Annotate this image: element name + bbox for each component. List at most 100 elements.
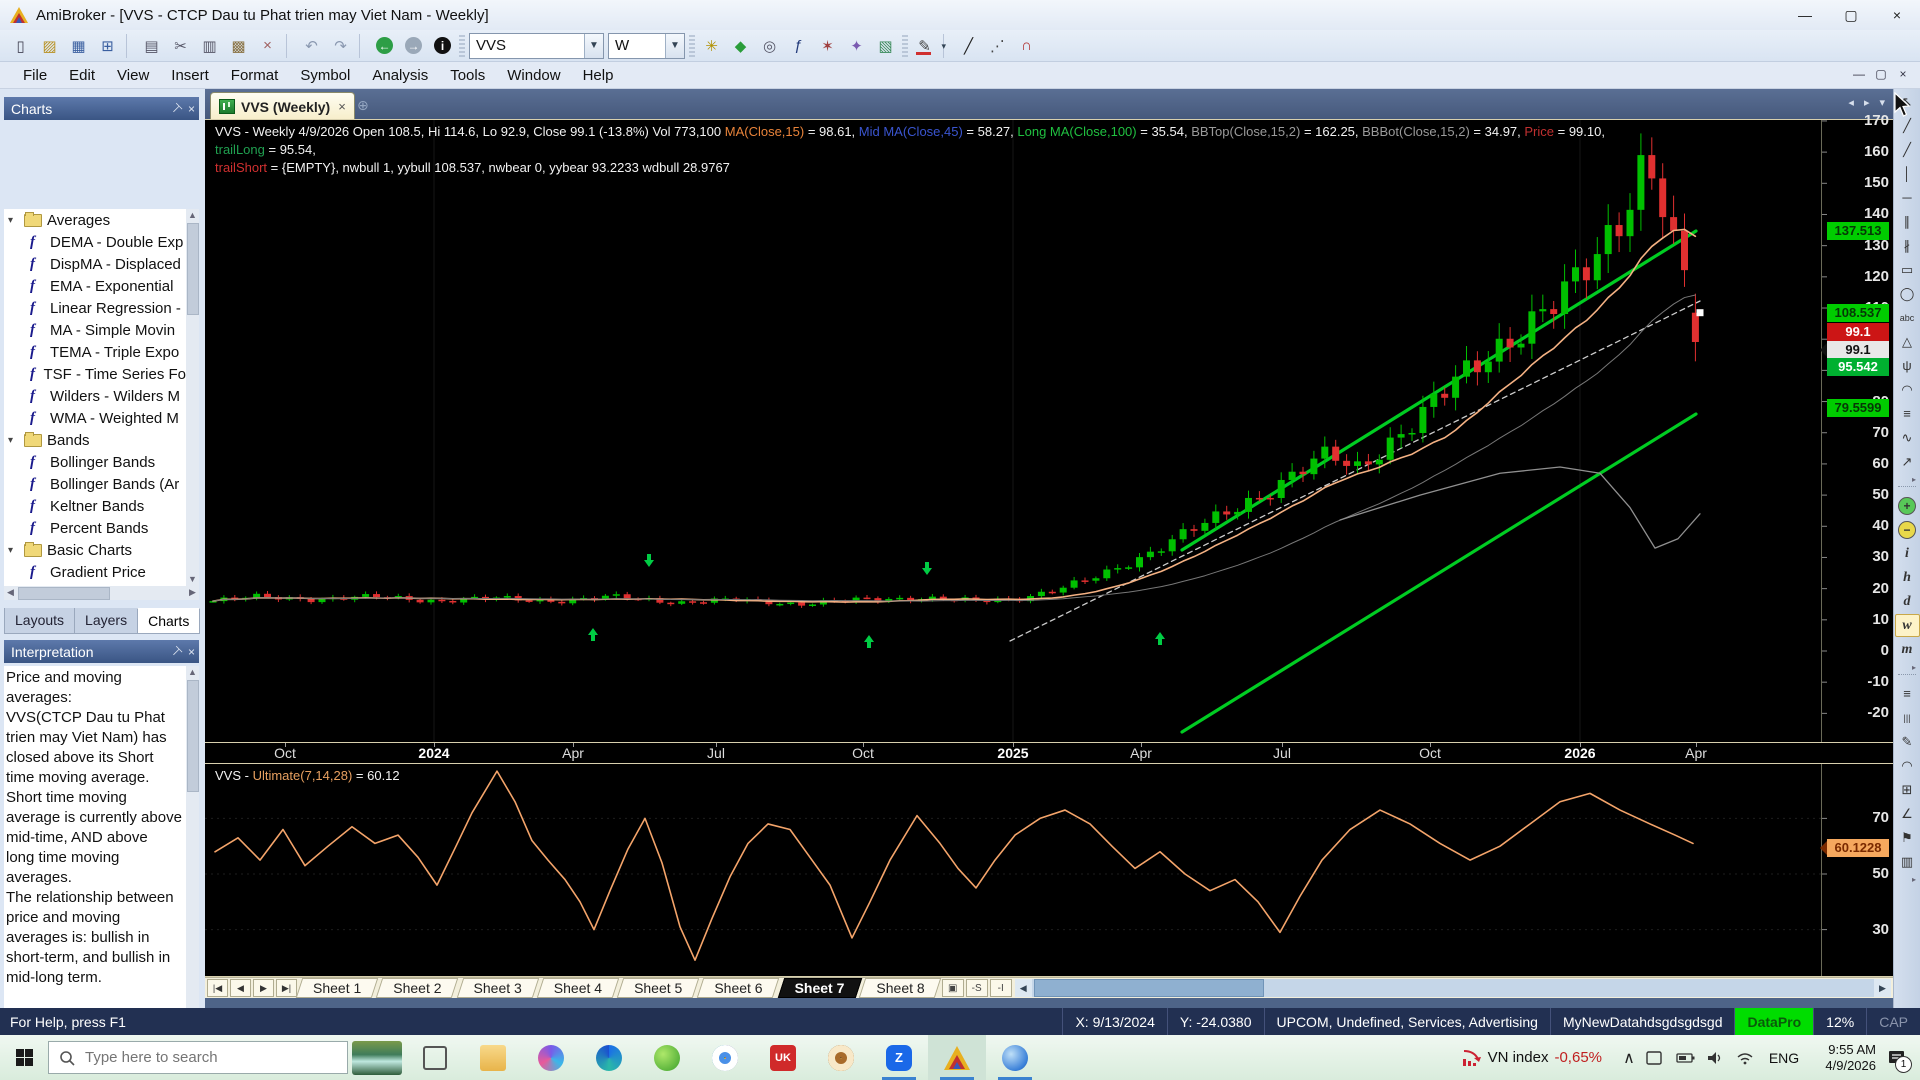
amibroker-icon[interactable] <box>928 1035 986 1080</box>
chevron-down-icon[interactable]: ▼ <box>584 33 603 58</box>
tab-menu-icon[interactable]: ▾ <box>1879 97 1885 109</box>
style-angle-button[interactable]: ∠ <box>1901 805 1913 821</box>
menu-analysis[interactable]: Analysis <box>372 66 429 84</box>
sheet-tab-sheet-6[interactable]: Sheet 6 <box>697 978 780 998</box>
wifi-icon[interactable] <box>1736 1050 1762 1066</box>
parameters-button[interactable]: ✳ <box>698 33 725 59</box>
chevron-down-icon[interactable]: ▼ <box>665 33 684 58</box>
menu-edit[interactable]: Edit <box>69 66 96 84</box>
price-chart-pane[interactable]: VVS - Weekly 4/9/2026 Open 108.5, Hi 114… <box>205 112 1893 743</box>
pin-icon[interactable]: ⊤ <box>167 99 185 118</box>
parallel-lines-tool-button[interactable]: ∥ <box>1903 213 1911 229</box>
tree-folder-bands[interactable]: ▾ Bands <box>4 429 186 451</box>
tree-item-bollinger-bands-ar[interactable]: f Bollinger Bands (Ar <box>4 473 186 495</box>
coccoc-icon[interactable] <box>638 1035 696 1080</box>
style-candle-chart-button[interactable]: ✎ <box>1901 733 1913 749</box>
interpretation-scrollbar[interactable]: ▲ ▼ <box>186 666 199 1062</box>
channel-tool-button[interactable]: ∦ <box>1903 237 1911 253</box>
wizard-button[interactable]: ✦ <box>843 33 870 59</box>
task-view-icon[interactable] <box>406 1035 464 1080</box>
paste-button[interactable]: ▩ <box>225 33 252 59</box>
mdi-restore-button[interactable]: ▢ <box>1875 67 1887 81</box>
sheet-nav-prev-icon[interactable]: ◀ <box>230 979 251 997</box>
menu-tools[interactable]: Tools <box>450 66 486 84</box>
scroll-right-icon[interactable]: ▶ <box>1874 979 1891 997</box>
style-bar-chart-button[interactable]: ||| <box>1903 712 1911 723</box>
draw-pencil-button[interactable]: ✎ ▾ <box>911 33 946 59</box>
mdi-minimize-button[interactable]: — <box>1853 67 1865 81</box>
minimize-button[interactable]: — <box>1798 7 1812 23</box>
text-tool-button[interactable]: abc <box>1899 312 1915 323</box>
chrome-icon[interactable] <box>696 1035 754 1080</box>
sheet-tab-sheet-1[interactable]: Sheet 1 <box>295 978 379 998</box>
tablet-icon[interactable] <box>1646 1050 1672 1066</box>
sheet-nav-first-icon[interactable]: |◀ <box>207 979 228 997</box>
search-input[interactable] <box>83 1048 317 1067</box>
sheet-prev-icon[interactable]: -S <box>965 979 988 997</box>
oscillator-pane[interactable]: VVS - Ultimate(7,14,28) = 60.12 70 50 30 6… <box>205 763 1893 977</box>
speaker-icon[interactable] <box>1706 1050 1732 1066</box>
open-file-button[interactable]: ▨ <box>36 33 63 59</box>
tree-folder-basic-charts[interactable]: ▾ Basic Charts <box>4 539 186 561</box>
scroll-right-icon[interactable]: ▶ <box>189 587 196 597</box>
save-layout-button[interactable]: ⊞ <box>94 33 121 59</box>
style-line-chart-button[interactable]: ≡ <box>1903 686 1911 701</box>
edge-icon[interactable] <box>580 1035 638 1080</box>
style-grid-button[interactable]: ⊞ <box>1901 781 1913 797</box>
zigzag-tool-button[interactable]: ∿ <box>1901 429 1913 445</box>
sheet-tab-sheet-3[interactable]: Sheet 3 <box>456 978 540 998</box>
zalo-icon[interactable]: Z <box>870 1035 928 1080</box>
zoom-in-button[interactable]: + <box>1895 494 1920 517</box>
tree-item-linear-regression[interactable]: f Linear Regression - <box>4 297 186 319</box>
redo-button[interactable]: ↷ <box>327 33 354 59</box>
flag-tool-button[interactable]: ⚑ <box>1901 829 1913 845</box>
snap-magnet-button[interactable]: ∩ <box>1013 33 1040 59</box>
sheet-nav-last-icon[interactable]: ▶| <box>276 979 297 997</box>
interval-daily-button[interactable]: d <box>1903 593 1911 609</box>
tree-item-keltner-bands[interactable]: f Keltner Bands <box>4 495 186 517</box>
arrow-tool-button[interactable]: ↗ <box>1901 453 1913 469</box>
tree-item-ma-simple-movin[interactable]: f MA - Simple Movin <box>4 319 186 341</box>
close-button[interactable]: × <box>1892 7 1902 23</box>
menu-help[interactable]: Help <box>582 66 614 84</box>
menu-format[interactable]: Format <box>230 66 279 84</box>
pinned-waterfall-thumbnail[interactable] <box>348 1035 406 1080</box>
sheet-tab-sheet-8[interactable]: Sheet 8 <box>859 978 942 998</box>
sheet-tab-sheet-4[interactable]: Sheet 4 <box>536 978 620 998</box>
pitchfork-tool-button[interactable]: ψ <box>1902 358 1912 373</box>
tree-item-tema-triple-expo[interactable]: f TEMA - Triple Expo <box>4 341 186 363</box>
print-button[interactable]: ▤ <box>138 33 165 59</box>
menu-file[interactable]: File <box>23 66 48 84</box>
sheet-tab-sheet-2[interactable]: Sheet 2 <box>376 978 459 998</box>
globe-icon[interactable] <box>986 1035 1044 1080</box>
histogram-tool-button[interactable]: ▥ <box>1900 853 1914 869</box>
restore-button[interactable]: ▢ <box>1844 6 1858 23</box>
tree-item-dema-double-exp[interactable]: f DEMA - Double Exp <box>4 231 186 253</box>
chart-document-tab[interactable]: VVS (Weekly) × <box>210 92 355 120</box>
taskbar-search[interactable] <box>48 1041 348 1074</box>
copilot-icon[interactable] <box>522 1035 580 1080</box>
back-button[interactable]: ← <box>371 33 398 59</box>
pin-icon[interactable]: ⊤ <box>167 642 185 661</box>
chrome-profile-icon[interactable] <box>812 1035 870 1080</box>
menu-insert[interactable]: Insert <box>171 66 209 84</box>
tree-item-tsf-time-series-fo[interactable]: f TSF - Time Series Fo <box>4 363 186 385</box>
close-icon[interactable]: × <box>187 101 195 116</box>
tree-item-dispma-displaced[interactable]: f DispMA - Displaced <box>4 253 186 275</box>
interval-hourly-button[interactable]: h <box>1903 569 1911 585</box>
menu-window[interactable]: Window <box>507 66 561 84</box>
ellipse-tool-button[interactable]: ◯ <box>1899 285 1915 301</box>
sheet-lock-icon[interactable]: ▣ <box>941 979 964 997</box>
toolbar-expander-icon[interactable]: ▸ <box>1911 874 1916 884</box>
trendline-tool-button[interactable]: ╱ <box>1903 117 1911 133</box>
sidebar-tab-charts[interactable]: Charts <box>137 608 201 634</box>
tree-item-percent-bands[interactable]: f Percent Bands <box>4 517 186 539</box>
scroll-down-icon[interactable]: ▼ <box>188 574 197 584</box>
edit-formula-button[interactable]: ƒ <box>785 33 812 59</box>
compass-icon[interactable]: ⊕ <box>357 97 369 113</box>
mdi-close-button[interactable]: × <box>1899 67 1907 81</box>
file-explorer-icon[interactable] <box>464 1035 522 1080</box>
scroll-left-icon[interactable]: ◀ <box>7 587 14 597</box>
explore-button[interactable]: ◎ <box>756 33 783 59</box>
draw-line-dotted-button[interactable]: ⋰ <box>984 33 1011 59</box>
